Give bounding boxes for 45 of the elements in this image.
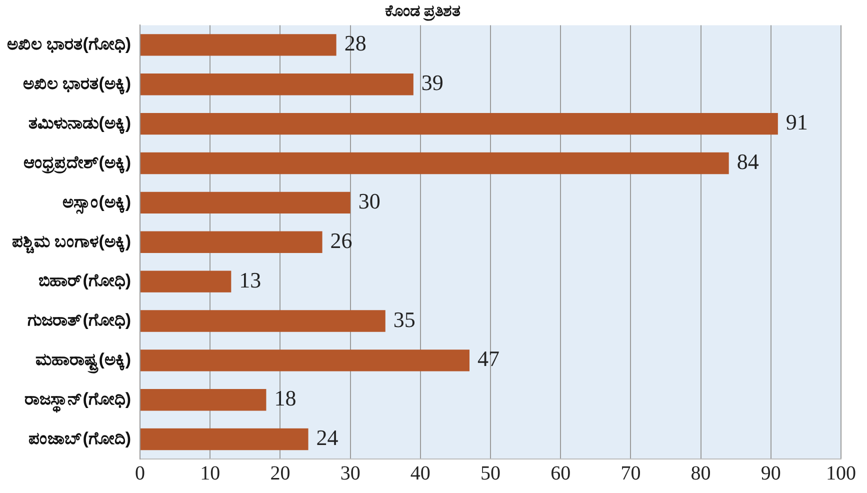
data-label: 30 <box>358 188 380 214</box>
bar <box>140 428 308 450</box>
y-tick-label: ಅಖಿಲ ಭಾರತ(ಅಕ್ಕಿ) <box>23 74 132 96</box>
bar <box>140 270 232 292</box>
bar <box>140 74 414 96</box>
bar <box>140 310 386 332</box>
x-tick-label: 0 <box>135 462 146 484</box>
x-tick-label: 40 <box>410 462 430 484</box>
y-tick-label: ಗುಜರಾತ್(ಗೋಧಿ) <box>28 310 132 330</box>
x-tick-label: 50 <box>480 462 501 484</box>
data-label: 84 <box>736 149 759 174</box>
x-tick-label: 10 <box>200 462 220 484</box>
bar <box>140 389 266 411</box>
x-tick-label: 100 <box>826 462 856 484</box>
y-tick-label: ಅಖಿಲ ಭಾರತ(ಗೋಧಿ) <box>7 34 132 54</box>
x-tick-label: 90 <box>760 462 781 484</box>
x-tick-label: 80 <box>690 462 711 484</box>
y-tick-label: ಪಂಜಾಬ್(ಗೋದಿ) <box>28 428 132 448</box>
data-label: 39 <box>421 70 444 96</box>
x-tick-label: 70 <box>620 462 641 484</box>
data-label: 24 <box>316 425 338 450</box>
data-label: 28 <box>344 30 366 56</box>
data-label: 26 <box>330 228 352 253</box>
y-tick-label: ಅಸ್ಸಾಂ(ಅಕ್ಕಿ) <box>62 192 132 214</box>
y-tick-label: ರಾಜಸ್ಥಾನ್(ಗೋಧಿ) <box>24 390 132 414</box>
bar <box>140 231 322 253</box>
y-tick-label: ತಮಿಳುನಾಡು(ಅಕ್ಕಿ) <box>28 113 132 134</box>
data-label: 91 <box>786 110 808 135</box>
x-tick-label: 60 <box>550 462 571 484</box>
data-label: 18 <box>274 386 296 411</box>
data-label: 13 <box>239 267 262 292</box>
data-label: 35 <box>393 306 416 332</box>
y-tick-label: ಬಿಹಾರ್(ಗೋಧಿ) <box>38 271 132 290</box>
y-tick-label: ಮಹಾರಾಷ್ಟ್ರ(ಅಕ್ಕಿ) <box>36 350 132 374</box>
y-tick-label: ಪಶ್ಚಿಮ ಬಂಗಾಳ(ಅಕ್ಕಿ) <box>12 232 132 254</box>
bar <box>140 112 778 135</box>
bar <box>140 34 336 56</box>
bar <box>140 152 729 174</box>
y-tick-label: ಆಂಧ್ರಪ್ರದೇಶ್(ಅಕ್ಕಿ) <box>24 152 132 174</box>
bar <box>140 350 470 372</box>
bar <box>140 192 350 214</box>
x-tick-label: 20 <box>270 462 290 484</box>
x-tick-label: 30 <box>340 462 360 484</box>
data-label: 47 <box>477 346 500 372</box>
chart-title: ಕೊಂಡ ಪ್ರತಿಶತ <box>384 3 462 22</box>
